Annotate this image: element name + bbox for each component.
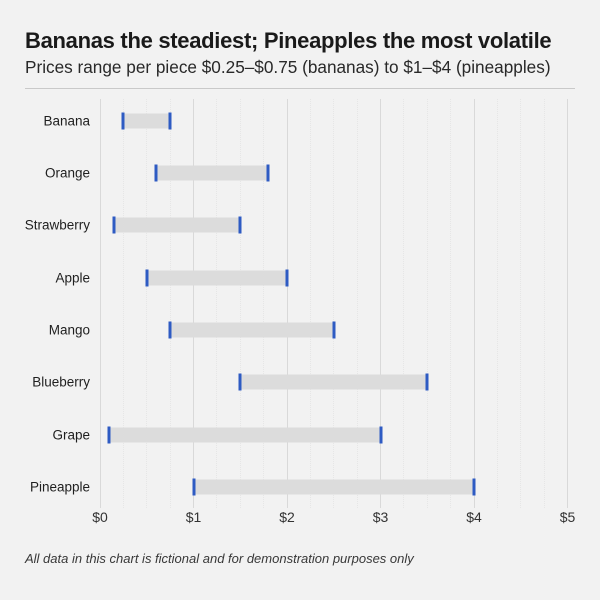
range-bar-apple xyxy=(146,270,287,286)
range-bar-grape xyxy=(109,427,381,443)
grid-minor-line xyxy=(356,99,358,508)
grid-minor-line xyxy=(122,99,124,508)
category-label-pineapple: Pineapple xyxy=(29,479,90,495)
range-bar-orange xyxy=(156,165,269,181)
max-tick-mango xyxy=(332,321,336,339)
grid-minor-line xyxy=(263,99,265,508)
min-tick-apple xyxy=(145,269,149,287)
grid-minor-line xyxy=(309,99,311,508)
grid-minor-line xyxy=(216,99,218,508)
grid-minor-line xyxy=(496,99,498,508)
category-label-grape: Grape xyxy=(52,427,90,443)
min-tick-orange xyxy=(154,164,158,182)
chart-footnote: All data in this chart is fictional and … xyxy=(25,551,414,566)
min-tick-grape xyxy=(107,426,111,444)
grid-minor-line xyxy=(403,99,405,508)
range-bar-blueberry xyxy=(240,374,428,390)
header-divider xyxy=(25,88,575,89)
grid-minor-line xyxy=(146,99,148,508)
min-tick-mango xyxy=(168,321,172,339)
grid-minor-line xyxy=(239,99,241,508)
min-tick-banana xyxy=(121,112,125,130)
max-tick-apple xyxy=(285,269,289,287)
grid-minor-line xyxy=(543,99,545,508)
range-bar-pineapple xyxy=(193,479,474,495)
category-label-apple: Apple xyxy=(55,270,90,286)
grid-minor-line xyxy=(169,99,171,508)
category-label-strawberry: Strawberry xyxy=(24,217,90,233)
max-tick-pineapple xyxy=(472,478,476,496)
chart-title: Bananas the steadiest; Pineapples the mo… xyxy=(25,28,552,53)
max-tick-orange xyxy=(266,164,270,182)
grid-major-line xyxy=(193,99,194,508)
max-tick-strawberry xyxy=(238,216,242,234)
max-tick-blueberry xyxy=(425,373,429,391)
grid-major-line xyxy=(286,99,288,508)
category-label-blueberry: Blueberry xyxy=(32,374,90,390)
grid-minor-line xyxy=(450,99,452,508)
range-bar-mango xyxy=(170,322,334,338)
category-label-orange: Orange xyxy=(44,165,90,181)
grid-major-line xyxy=(99,99,101,508)
min-tick-strawberry xyxy=(112,216,116,234)
range-bar-banana xyxy=(123,113,171,129)
x-axis-label-usd1: $1 xyxy=(185,509,202,525)
grid-major-line xyxy=(473,99,475,508)
min-tick-pineapple xyxy=(192,478,195,496)
x-axis-label-usd5: $5 xyxy=(559,509,576,525)
x-axis-label-usd4: $4 xyxy=(466,509,482,525)
x-axis-label-usd3: $3 xyxy=(372,509,389,525)
chart-subtitle: Prices range per piece $0.25–$0.75 (bana… xyxy=(25,57,551,77)
max-tick-banana xyxy=(168,112,172,130)
min-tick-blueberry xyxy=(238,373,242,391)
range-bar-strawberry xyxy=(114,217,241,233)
grid-major-line xyxy=(567,99,568,508)
grid-minor-line xyxy=(333,99,335,508)
x-axis-label-usd0: $0 xyxy=(92,509,108,525)
category-label-banana: Banana xyxy=(43,113,90,129)
grid-major-line xyxy=(380,99,381,508)
category-label-mango: Mango xyxy=(48,322,90,338)
grid-minor-line xyxy=(520,99,522,508)
x-axis-label-usd2: $2 xyxy=(279,509,295,525)
max-tick-grape xyxy=(379,426,382,444)
grid-minor-line xyxy=(426,99,428,508)
